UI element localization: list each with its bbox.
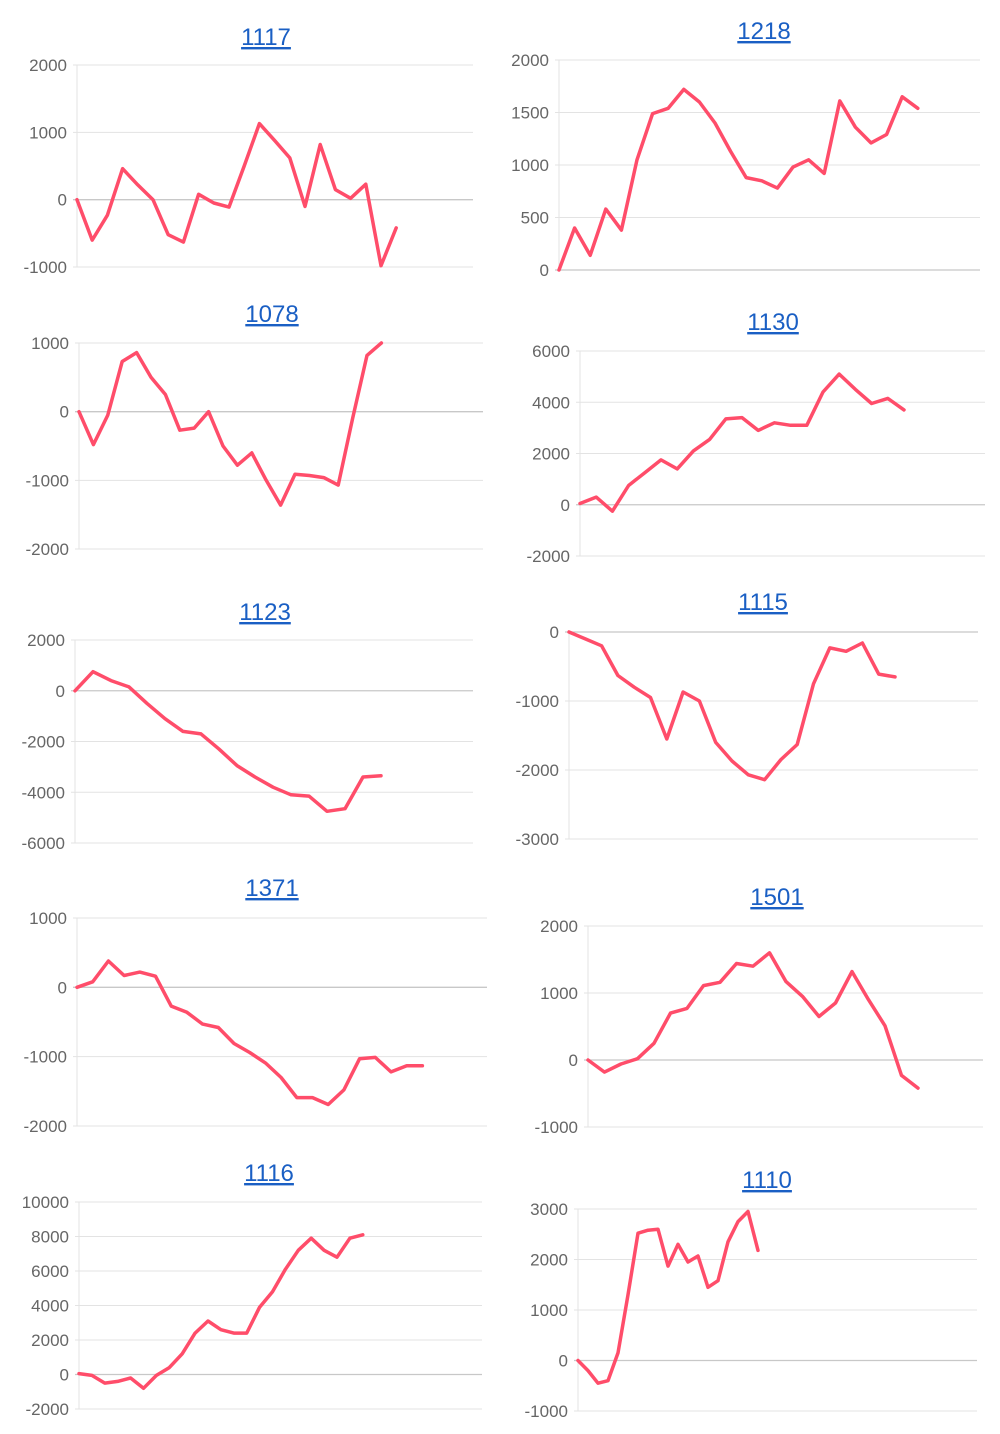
y-tick-label: -2000 [26,1400,69,1419]
chart-1116: 1116 10000 8000 6000 4000 2000 0 -2000 [22,1160,482,1419]
y-tick-label: 0 [60,403,69,422]
y-tick-label: -3000 [516,830,559,849]
y-tick-label: 0 [559,1352,568,1371]
chart-title-link[interactable]: 1501 [750,884,803,911]
y-tick-label: 0 [58,978,67,997]
y-tick-label: 3000 [530,1200,568,1219]
chart-1110: 1110 3000 2000 1000 0 -1000 [525,1167,977,1421]
y-tick-label: 1000 [29,123,67,142]
y-tick-label: 4000 [31,1297,69,1316]
y-tick-label: -1000 [24,258,67,277]
chart-title-link[interactable]: 1371 [245,875,298,902]
y-tick-label: 2000 [27,631,65,650]
series-line [73,669,383,814]
series-line [567,630,897,782]
series-line [75,121,398,268]
y-tick-label: -4000 [22,783,65,802]
y-tick-label: -2000 [22,733,65,752]
chart-1115: 1115 0 -1000 -2000 -3000 [516,589,978,849]
y-tick-label: 2000 [29,56,67,75]
series-line [576,1209,760,1385]
y-tick-label: -1000 [26,471,69,490]
y-tick-label: 0 [58,191,67,210]
y-tick-label: 1500 [511,104,549,123]
series-line [77,1233,365,1391]
chart-1371: 1371 1000 0 -1000 -2000 [24,875,487,1136]
y-tick-label: 10000 [22,1193,69,1212]
chart-title-link[interactable]: 1130 [747,309,799,336]
chart-title-link[interactable]: 1218 [737,18,790,45]
y-tick-label: 6000 [31,1262,69,1281]
y-tick-label: 1000 [530,1301,568,1320]
series-line [586,951,920,1090]
chart-1501: 1501 2000 1000 0 -1000 [535,884,983,1137]
y-tick-label: 0 [569,1051,578,1070]
y-tick-label: 2000 [540,917,578,936]
y-tick-label: 4000 [532,393,570,412]
y-tick-label: -1000 [525,1402,568,1421]
y-tick-label: 1000 [31,334,69,353]
y-tick-label: 2000 [532,445,570,464]
y-tick-label: 1000 [29,909,67,928]
y-tick-label: -2000 [26,540,69,559]
y-tick-label: 6000 [532,342,570,361]
y-tick-label: 2000 [31,1331,69,1350]
series-line [77,341,384,507]
chart-1130: 1130 6000 4000 2000 0 -2000 [527,309,985,566]
chart-title-link[interactable]: 1116 [244,1160,294,1187]
y-tick-label: -1000 [516,692,559,711]
y-tick-label: 500 [521,209,549,228]
chart-1123: 1123 2000 0 -2000 -4000 -6000 [22,599,473,853]
y-tick-label: 2000 [530,1251,568,1270]
y-tick-label: -1000 [24,1048,67,1067]
chart-title-link[interactable]: 1115 [738,589,788,616]
y-tick-label: 0 [540,261,549,280]
y-tick-label: -6000 [22,834,65,853]
y-tick-label: 2000 [511,51,549,70]
y-tick-label: -2000 [527,547,570,566]
chart-title-link[interactable]: 1078 [245,301,298,328]
y-tick-label: -2000 [516,761,559,780]
chart-title-link[interactable]: 1110 [742,1167,792,1194]
chart-1078: 1078 1000 0 -1000 -2000 [26,301,483,559]
chart-title-link[interactable]: 1123 [239,599,291,626]
series-line [557,87,920,272]
y-tick-label: -2000 [24,1117,67,1136]
series-line [578,372,906,513]
y-tick-label: 0 [60,1366,69,1385]
y-tick-label: 8000 [31,1228,69,1247]
y-tick-label: 1000 [511,156,549,175]
y-tick-label: 0 [56,682,65,701]
chart-1117: 1117 2000 1000 0 -1000 [24,24,473,277]
y-tick-label: 0 [561,496,570,515]
chart-1218: 1218 2000 1500 1000 500 0 [511,18,980,280]
y-tick-label: 0 [550,623,559,642]
chart-title-link[interactable]: 1117 [241,24,291,51]
series-line [75,959,425,1107]
y-tick-label: 1000 [540,984,578,1003]
y-tick-label: -1000 [535,1118,578,1137]
